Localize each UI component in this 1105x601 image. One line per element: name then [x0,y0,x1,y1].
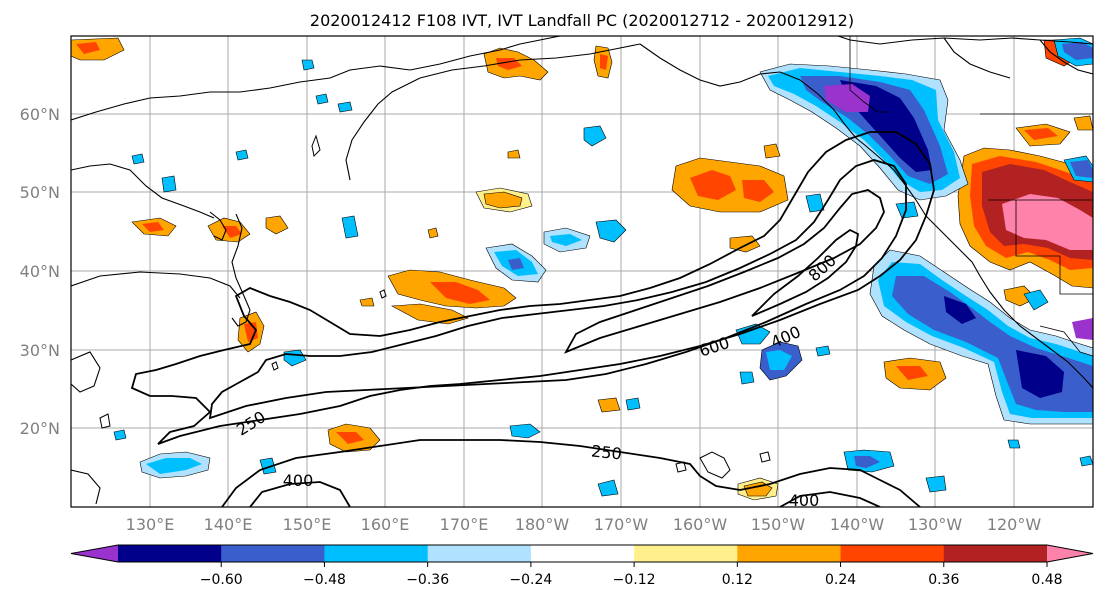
colorbar-segment [840,545,945,562]
longitude-labels: 130°E 140°E 150°E 160°E 170°E 180°W 170°… [126,515,1042,534]
colorbar-segment [221,545,325,562]
figure-title: 2020012412 F108 IVT, IVT Landfall PC (20… [310,11,854,30]
coastlines [71,36,1093,505]
lat-label-30n: 30°N [20,341,60,360]
contour-label-400-south: 400 [283,471,314,490]
colorbar-segment [118,545,222,562]
lon-label-140e: 140°E [204,515,253,534]
colorbar-tick-label: −0.24 [509,572,552,588]
ivt-contour-400-south [249,481,351,507]
lon-label-170w: 170°W [594,515,649,534]
lon-label-150e: 150°E [283,515,332,534]
ivt-contour-250-south [221,439,921,507]
colorbar-segment [427,545,532,562]
lon-label-160w: 160°W [673,515,728,534]
ivt-contour-600 [563,189,885,354]
colorbar-tick-label: −0.60 [200,572,243,588]
colorbar-tick-label: −0.36 [406,572,449,588]
negative-pc-patches [113,37,1093,497]
colorbar-tick-label: 0.36 [928,572,959,588]
ivt-contours [130,131,935,507]
colorbar-segment [737,545,842,562]
colorbar-tick-label: −0.12 [613,572,656,588]
ivt-contour-800 [751,228,859,317]
colorbar-outline [70,544,1094,563]
map-frame [70,35,1094,508]
lat-label-60n: 60°N [20,105,60,124]
lat-label-40n: 40°N [20,262,60,281]
colorbar: −0.60 −0.48 −0.36 −0.24 −0.12 0.12 0.24 0.36 0.4… [70,544,1094,588]
lon-label-150w: 150°W [751,515,806,534]
positive-pc-patches [71,37,1093,501]
latitude-labels: 60°N 50°N 40°N 30°N 20°N [20,105,60,438]
ivt-contour-400 [208,159,907,420]
colorbar-extend-low [71,545,118,562]
ivt-contour-250 [130,131,935,445]
lon-label-170e: 170°E [440,515,489,534]
contour-label-400-se: 400 [789,491,820,510]
lon-label-120w: 120°W [987,515,1042,534]
lat-label-50n: 50°N [20,183,60,202]
lon-label-180w: 180°W [515,515,570,534]
colorbar-segment [943,545,1048,562]
colorbar-segment [634,545,738,562]
colorbar-tick-label: 0.12 [722,572,753,588]
lon-label-160e: 160°E [361,515,410,534]
map-panel: 800 600 400 250 250 400 400 [71,36,1093,510]
ivt-contour-400-se [779,491,881,507]
colorbar-segment [530,545,635,562]
colorbar-tick-label: 0.48 [1031,572,1062,588]
colorbar-extend-high [1047,545,1093,562]
colorbar-segment [324,545,429,562]
islands [99,134,771,479]
political-borders [849,36,1093,357]
lon-label-130w: 130°W [908,515,963,534]
colorbar-tick-label: 0.24 [825,572,856,588]
lon-label-130e: 130°E [126,515,175,534]
lat-label-20n: 20°N [20,419,60,438]
lon-label-140w: 140°W [830,515,885,534]
contour-label-250-south: 250 [590,441,622,463]
colorbar-tick-label: −0.48 [303,572,346,588]
